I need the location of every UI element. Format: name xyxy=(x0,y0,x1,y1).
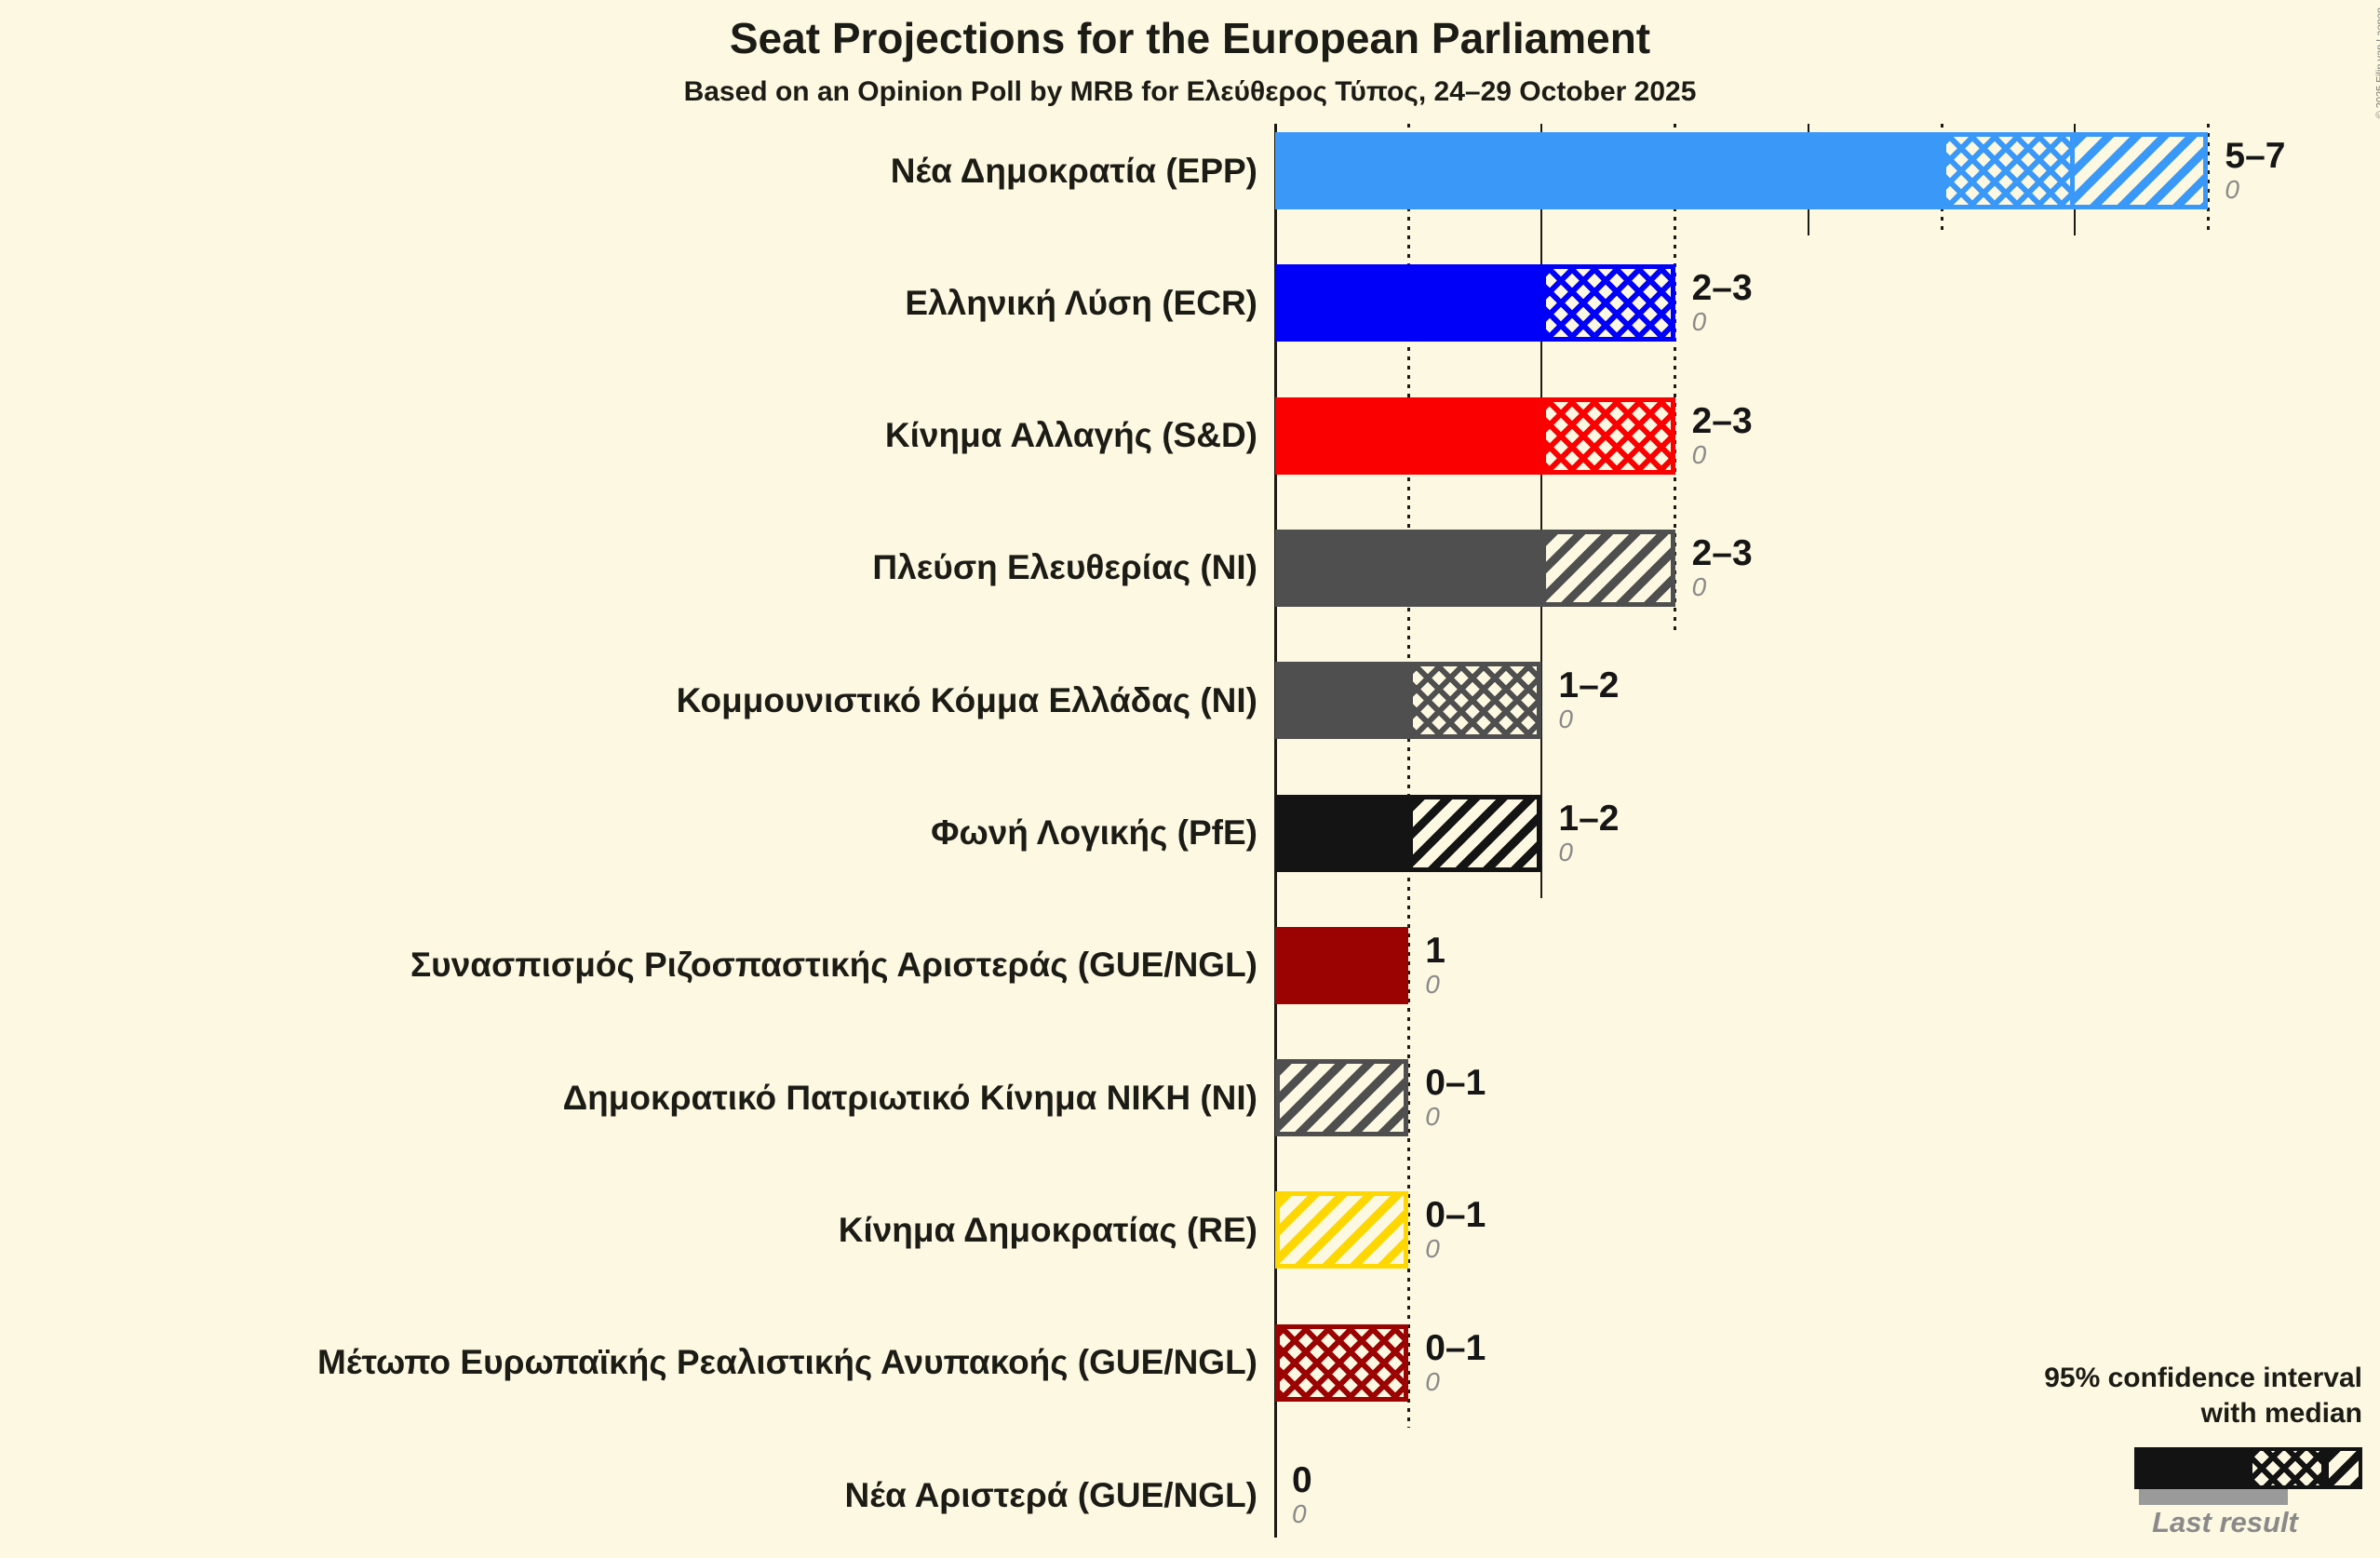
last-result-value: 0 xyxy=(2225,175,2239,204)
legend-last-result-label: Last result xyxy=(2152,1506,2298,1538)
chart-row: Νέα Αριστερά (GUE/NGL) 0 0 xyxy=(0,1457,2380,1534)
chart-row: Κίνημα Αλλαγής (S&D) 2–3 0 xyxy=(0,396,2380,475)
last-result-value: 0 xyxy=(1425,969,1440,999)
bar-cross-segment xyxy=(1275,1323,1409,1402)
bar-diag-segment xyxy=(1275,1059,1409,1137)
legend-solid-segment xyxy=(2134,1447,2249,1489)
seat-range-label: 1 xyxy=(1425,930,1445,971)
bar-diag-segment xyxy=(1541,529,1675,607)
bar-cross-segment xyxy=(1942,132,2076,209)
legend-ci-title: 95% confidence interval with median xyxy=(2044,1361,2362,1431)
party-label: Κομμουνιστικό Κόμμα Ελλάδας (NI) xyxy=(676,680,1257,719)
value-label: 2–3 0 xyxy=(1691,532,1753,601)
party-label: Δημοκρατικό Πατριωτικό Κίνημα ΝΙΚΗ (NI) xyxy=(562,1078,1257,1117)
seat-range-label: 5–7 xyxy=(2225,136,2286,176)
last-result-value: 0 xyxy=(1425,1366,1440,1396)
gridline-solid xyxy=(1540,124,1543,898)
value-label: 1–2 0 xyxy=(1558,799,1619,866)
last-result-value: 0 xyxy=(1292,1499,1307,1528)
legend-ci-line2: with median xyxy=(2200,1398,2362,1429)
bar-solid-segment xyxy=(1275,662,1409,740)
bar-solid-segment xyxy=(1275,926,1409,1004)
seat-range-label: 1–2 xyxy=(1558,665,1620,706)
value-label: 0–1 0 xyxy=(1425,1327,1486,1396)
legend-crosshatch-segment xyxy=(2249,1447,2325,1489)
chart-row: Δημοκρατικό Πατριωτικό Κίνημα ΝΙΚΗ (NI) 0… xyxy=(0,1059,2380,1137)
gridline-dotted xyxy=(1674,124,1677,633)
last-result-value: 0 xyxy=(1558,837,1573,866)
chart-row: Συνασπισμός Ριζοσπαστικής Αριστεράς (GUE… xyxy=(0,926,2380,1004)
last-result-value: 0 xyxy=(1691,439,1707,469)
value-label: 0–1 0 xyxy=(1425,1064,1486,1131)
bar-solid-segment xyxy=(1275,264,1542,342)
chart-row: Νέα Δημοκρατία (EPP) 5–7 0 xyxy=(0,132,2380,209)
last-result-value: 0 xyxy=(1691,571,1707,601)
chart-row: Ελληνική Λύση (ECR) 2–3 0 xyxy=(0,264,2380,342)
value-label: 2–3 0 xyxy=(1691,400,1753,469)
seat-range-label: 1–2 xyxy=(1558,798,1620,839)
party-label: Ελληνική Λύση (ECR) xyxy=(905,283,1257,322)
seat-range-label: 0 xyxy=(1292,1460,1312,1500)
party-label: Νέα Αριστερά (GUE/NGL) xyxy=(844,1475,1257,1514)
bar-solid-segment xyxy=(1275,529,1542,607)
party-label: Κίνημα Δημοκρατίας (RE) xyxy=(838,1210,1257,1249)
last-result-value: 0 xyxy=(1558,705,1573,734)
last-result-value: 0 xyxy=(1425,1234,1440,1264)
chart-row: Πλεύση Ελευθερίας (NI) 2–3 0 xyxy=(0,529,2380,607)
gridline-dotted xyxy=(1406,124,1410,1428)
bar-cross-segment xyxy=(1541,264,1675,342)
seat-range-label: 0–1 xyxy=(1425,1327,1486,1368)
bar-solid-segment xyxy=(1275,132,1942,209)
seat-range-label: 2–3 xyxy=(1691,532,1753,573)
party-label: Συνασπισμός Ριζοσπαστικής Αριστεράς (GUE… xyxy=(410,946,1257,985)
chart-row: Μέτωπο Ευρωπαϊκής Ρεαλιστικής Ανυπακοής … xyxy=(0,1323,2380,1402)
bar-solid-segment xyxy=(1275,396,1542,475)
seat-range-label: 2–3 xyxy=(1691,400,1753,441)
legend-sample-bar xyxy=(2134,1447,2362,1489)
bar-cross-segment xyxy=(1541,396,1675,475)
party-label: Φωνή Λογικής (PfE) xyxy=(931,813,1257,852)
legend: 95% confidence interval with median Last… xyxy=(2044,1361,2362,1547)
seat-range-label: 0–1 xyxy=(1425,1063,1486,1104)
chart-title: Seat Projections for the European Parlia… xyxy=(729,14,1651,62)
seat-range-label: 2–3 xyxy=(1691,268,1753,309)
party-label: Νέα Δημοκρατία (EPP) xyxy=(890,151,1257,190)
bar-cross-segment xyxy=(1408,662,1542,740)
value-label: 5–7 0 xyxy=(2225,137,2285,204)
bar-diag-segment xyxy=(2075,132,2209,209)
bar-solid-segment xyxy=(1275,794,1409,872)
chart-row: Φωνή Λογικής (PfE) 1–2 0 xyxy=(0,794,2380,872)
legend-last-result-bar xyxy=(2139,1489,2288,1505)
value-label: 2–3 0 xyxy=(1692,269,1753,336)
seat-range-label: 0–1 xyxy=(1425,1195,1486,1236)
value-label: 1–2 0 xyxy=(1558,666,1619,733)
value-label: 0–1 0 xyxy=(1425,1196,1486,1263)
bar-diag-segment xyxy=(1275,1191,1409,1269)
chart-row: Κομμουνιστικό Κόμμα Ελλάδας (NI) 1–2 0 xyxy=(0,662,2380,740)
gridline-dotted xyxy=(2206,124,2210,235)
last-result-value: 0 xyxy=(1691,307,1707,337)
party-label: Μέτωπο Ευρωπαϊκής Ρεαλιστικής Ανυπακοής … xyxy=(317,1343,1257,1382)
party-label: Πλεύση Ελευθερίας (NI) xyxy=(872,548,1257,587)
bar-diag-segment xyxy=(1408,794,1542,872)
last-result-value: 0 xyxy=(1425,1102,1440,1132)
legend-ci-line1: 95% confidence interval xyxy=(2044,1363,2362,1393)
legend-diagonal-segment xyxy=(2325,1447,2362,1489)
chart-subtitle: Based on an Opinion Poll by MRB for Ελεύ… xyxy=(683,76,1697,107)
party-label: Κίνημα Αλλαγής (S&D) xyxy=(884,416,1257,455)
chart-row: Κίνημα Δημοκρατίας (RE) 0–1 0 xyxy=(0,1191,2380,1269)
